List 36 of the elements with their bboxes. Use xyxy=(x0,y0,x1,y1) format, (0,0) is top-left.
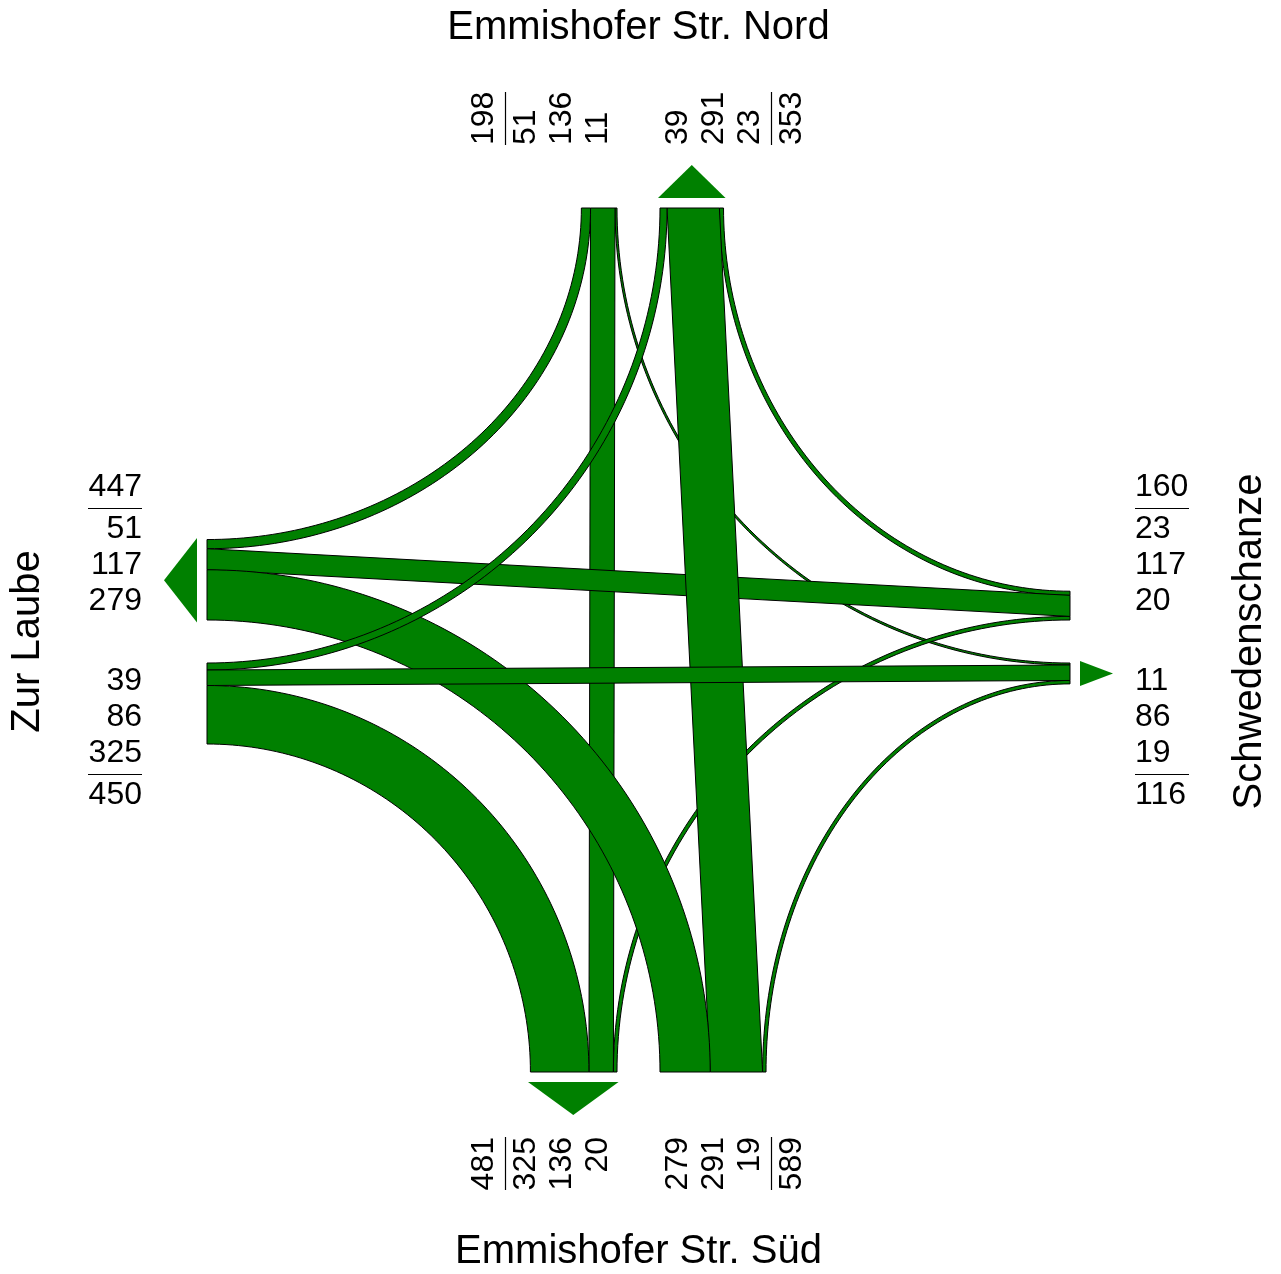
category-label: Schwedenschanze xyxy=(1225,473,1270,810)
text: 198 xyxy=(464,91,501,145)
data-label: 39 xyxy=(658,109,695,145)
text: 481 xyxy=(464,1137,501,1191)
text: 160 xyxy=(1135,467,1189,504)
text: 450 xyxy=(88,775,142,812)
data-label: 86 xyxy=(1135,697,1171,734)
data-label: 11 xyxy=(1135,661,1169,698)
data-label: 279 xyxy=(88,581,142,618)
text: 20 xyxy=(1135,581,1171,618)
text: 86 xyxy=(106,697,142,734)
category-label: Zur Laube xyxy=(3,550,48,733)
text: 589 xyxy=(772,1137,809,1191)
text: 136 xyxy=(542,91,579,145)
text: 279 xyxy=(658,1137,695,1191)
text: 291 xyxy=(694,1137,731,1191)
data-label: 325 xyxy=(506,1137,543,1191)
text: 353 xyxy=(772,91,809,145)
data-label: 117 xyxy=(90,545,142,582)
data-label: 19 xyxy=(1135,733,1171,770)
text: 117 xyxy=(1135,545,1187,582)
text: 11 xyxy=(578,111,615,145)
text: 23 xyxy=(1135,509,1171,546)
category-label: Emmishofer Str. Nord xyxy=(447,3,830,48)
text: 19 xyxy=(730,1137,767,1173)
text: 51 xyxy=(506,109,543,145)
text: 325 xyxy=(88,733,142,770)
category-label: Emmishofer Str. Süd xyxy=(455,1227,822,1272)
data-label: 291 xyxy=(694,91,731,145)
data-label: 51 xyxy=(106,509,142,546)
text: 447 xyxy=(88,467,142,504)
data-label: 23 xyxy=(730,109,767,145)
text: 116 xyxy=(1135,775,1187,812)
text: 39 xyxy=(106,661,142,698)
data-label: 20 xyxy=(578,1137,615,1173)
data-label: 136 xyxy=(542,1137,579,1191)
